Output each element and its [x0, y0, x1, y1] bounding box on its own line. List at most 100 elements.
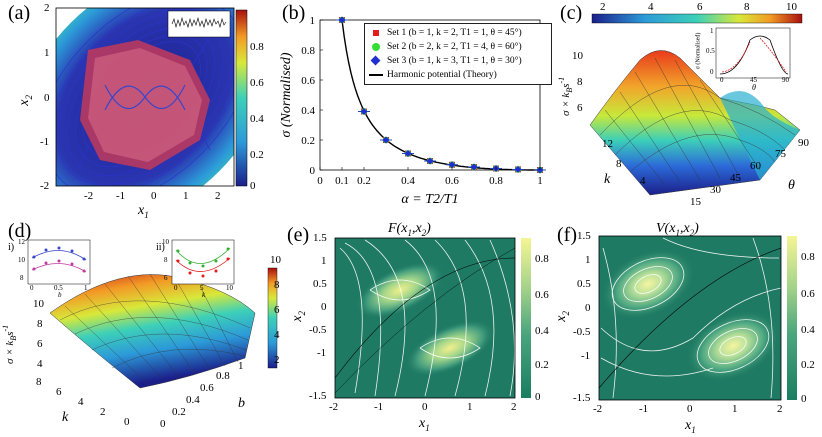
cbar-tick: 0.4 [801, 324, 815, 336]
panel-c-klabel: k [604, 172, 611, 187]
cbar-tick: 0.2 [801, 359, 815, 371]
theta-tick: 90 [798, 137, 809, 149]
panel-f-plot [598, 235, 797, 401]
y-tick: 1 [44, 47, 50, 59]
panel-e: (e) F(x1,x2) [285, 218, 553, 437]
cbar-tick: 10 [270, 254, 281, 266]
b-tick: 0.4 [186, 394, 200, 406]
x-tick: -1 [374, 401, 384, 413]
panel-d-zlabel: σ × kBs-1 [1, 324, 18, 364]
inset-ylabel: σ (Normalised) [695, 32, 702, 70]
y-tick: 1.5 [313, 232, 327, 244]
inset-y-tick: 8 [20, 274, 24, 282]
y-tick: -1.5 [573, 392, 591, 404]
theory-line [341, 19, 540, 171]
b-tick: 0.8 [216, 370, 230, 382]
y-tick: 0 [44, 92, 50, 104]
b-tick: 0.2 [172, 406, 186, 418]
b-tick: 0 [160, 418, 166, 430]
z-tick: 10 [572, 50, 583, 62]
panel-e-title: F(x1,x2) [388, 221, 431, 238]
panel-d: (d) [0, 218, 285, 437]
cbar-tick: 0.8 [535, 253, 549, 265]
y-tick: -1.5 [309, 390, 327, 402]
x-tick-label: 0.4 [401, 175, 415, 187]
cbar-tick: 4 [274, 329, 280, 341]
panel-c-surface [589, 13, 803, 196]
theta-tick: 75 [775, 148, 786, 160]
x-tick: 2 [777, 403, 783, 415]
inset-y-tick: 10 [162, 238, 169, 246]
panel-d-surface [27, 239, 278, 389]
inset-x-tick: 0 [720, 76, 724, 84]
y-tick: 1 [585, 254, 591, 266]
x-tick-label: 1 [537, 175, 543, 187]
legend-theory: Harmonic potential (Theory) [369, 68, 547, 82]
panel-a: (a) [0, 0, 270, 220]
y-tick-label: 0 [310, 165, 316, 177]
x-tick-label: 0.1 [335, 175, 349, 187]
panel-d-blabel: b [238, 396, 245, 411]
panel-c-zlabel: σ × kBs-1 [557, 76, 574, 116]
cbar-tick: 4 [648, 1, 654, 13]
cbar-tick: 0.2 [250, 149, 264, 161]
panel-b-legend: Set 1 (b = 1, k = 2, T1 = 1, θ = 45°) Se… [364, 23, 552, 85]
x-tick: 1 [183, 190, 189, 202]
legend-set1: Set 1 (b = 1, k = 2, T1 = 1, θ = 45°) [369, 26, 547, 40]
inset-y-tick: 0 [710, 68, 714, 76]
y-tick: 1 [321, 255, 327, 267]
scatter-cloud [80, 40, 210, 170]
cbar-tick: 0 [801, 393, 807, 405]
y-tick: -0.5 [309, 324, 327, 336]
panel-d-colorbar [267, 267, 278, 369]
y-tick-label: 0.4 [301, 105, 315, 117]
cbar-tick: 0.2 [535, 359, 549, 371]
panel-e-ylabel: x2 [289, 311, 307, 322]
k-tick: 8 [36, 376, 42, 388]
cbar-tick: 0 [535, 391, 541, 403]
panel-a-ylabel: x2 [16, 95, 34, 106]
panel-f-xlabel: x1 [685, 418, 696, 435]
x-tick-label: 0 [317, 175, 323, 187]
y-tick: 1.5 [577, 230, 591, 242]
y-tick-label: 1 [310, 15, 316, 27]
plot-frame [319, 19, 541, 171]
panel-a-plot [55, 7, 248, 187]
panel-b-chart: 0 0.1 0.2 0.4 0.6 0.8 1 1 0.8 0.6 0.4 0.2 0 α = T2/T1… [279, 15, 546, 207]
y-tick: 0 [321, 301, 327, 313]
inset-xlabel: b [58, 291, 62, 299]
x-tick-label: 0.8 [489, 175, 503, 187]
inset-xlabel: k [202, 291, 206, 299]
k-tick: 8 [616, 158, 622, 170]
inset-x-tick: 45 [750, 76, 757, 84]
y-tick: 0 [585, 302, 591, 314]
y-tick: -2 [40, 180, 50, 192]
panel-f-title: V(x1,x2) [656, 221, 699, 238]
panel-b: (b) 0 0.1 0.2 0.4 0.6 0.8 1 1 0.8 0.6 0.4 0.2 0 α = T… [270, 0, 560, 220]
cbar-tick: 8 [744, 1, 750, 13]
cbar-tick: 0.4 [535, 325, 549, 337]
panel-a-xlabel: x1 [138, 203, 149, 220]
panel-e-plot [334, 237, 531, 399]
cbar-tick: 0.6 [250, 77, 264, 89]
panel-e-label: (e) [287, 224, 310, 246]
theta-tick: 60 [750, 160, 761, 172]
inset-x-tick: 1 [84, 284, 88, 292]
y-tick: -1 [581, 350, 591, 362]
z-tick: 10 [33, 298, 44, 310]
cbar-tick: 2 [274, 354, 280, 366]
inset-y-tick: 8 [164, 256, 168, 264]
inset-x-tick: 0.5 [54, 284, 63, 292]
x-tick: 1 [732, 403, 738, 415]
cbar-tick: 0.8 [250, 41, 264, 53]
y-tick: -1 [317, 347, 327, 359]
x-tick: -2 [329, 401, 339, 413]
inset-x-tick: 10 [226, 284, 233, 292]
panel-c-thlabel: θ [788, 178, 795, 193]
x-tick: 2 [511, 401, 517, 413]
cbar-tick: 0.8 [801, 251, 815, 263]
inset-ii [171, 239, 235, 285]
inset-y-tick: 1 [710, 27, 714, 35]
x-tick: -2 [593, 403, 603, 415]
cbar-tick: 0.6 [535, 289, 549, 301]
